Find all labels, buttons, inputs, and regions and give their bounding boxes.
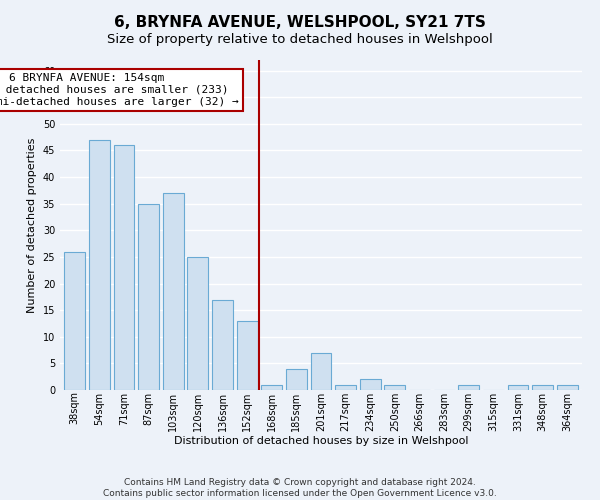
Bar xyxy=(212,300,233,390)
Text: 6 BRYNFA AVENUE: 154sqm
← 88% of detached houses are smaller (233)
12% of semi-d: 6 BRYNFA AVENUE: 154sqm ← 88% of detache… xyxy=(0,74,239,106)
Bar xyxy=(236,321,257,390)
Bar xyxy=(335,384,356,390)
Bar xyxy=(532,384,553,390)
Bar xyxy=(557,384,578,390)
Bar xyxy=(385,384,406,390)
Bar xyxy=(458,384,479,390)
Bar xyxy=(113,145,134,390)
Bar xyxy=(261,384,282,390)
Text: 6, BRYNFA AVENUE, WELSHPOOL, SY21 7TS: 6, BRYNFA AVENUE, WELSHPOOL, SY21 7TS xyxy=(114,15,486,30)
Y-axis label: Number of detached properties: Number of detached properties xyxy=(27,138,37,312)
Text: Contains HM Land Registry data © Crown copyright and database right 2024.
Contai: Contains HM Land Registry data © Crown c… xyxy=(103,478,497,498)
Bar xyxy=(360,380,381,390)
Bar xyxy=(163,193,184,390)
Bar xyxy=(187,257,208,390)
Bar xyxy=(508,384,529,390)
Bar xyxy=(89,140,110,390)
Bar xyxy=(64,252,85,390)
Bar xyxy=(286,368,307,390)
X-axis label: Distribution of detached houses by size in Welshpool: Distribution of detached houses by size … xyxy=(174,436,468,446)
Text: Size of property relative to detached houses in Welshpool: Size of property relative to detached ho… xyxy=(107,32,493,46)
Bar xyxy=(311,352,331,390)
Bar xyxy=(138,204,159,390)
